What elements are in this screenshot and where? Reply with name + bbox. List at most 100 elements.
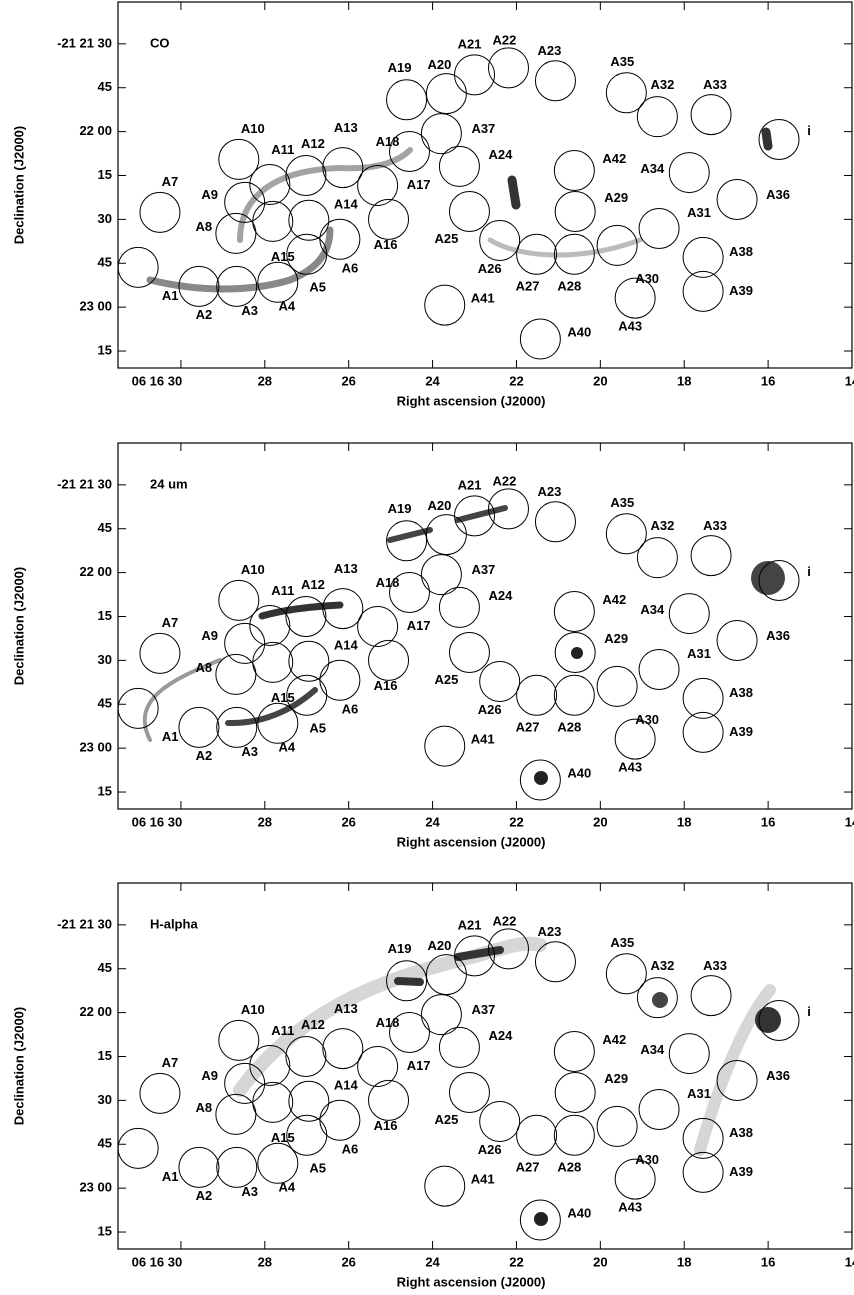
x-tick-label: 06 16 30 <box>132 1254 183 1269</box>
region-circle <box>596 665 638 707</box>
region-label: A20 <box>427 57 451 72</box>
region-circle <box>668 152 710 194</box>
y-tick-label: 15 <box>98 1048 112 1063</box>
region-circle <box>554 631 596 673</box>
x-axis-label: Right ascension (J2000) <box>397 393 546 408</box>
region-circle <box>487 928 529 970</box>
region-circle <box>614 1158 656 1200</box>
emission-co <box>146 127 773 293</box>
region-circle <box>638 648 680 690</box>
region-label: A18 <box>376 1015 400 1030</box>
region-label: A7 <box>162 615 179 630</box>
region-label: A22 <box>493 913 517 928</box>
region-circle <box>218 579 260 621</box>
x-tick-label: 20 <box>593 814 607 829</box>
region-circle <box>554 1071 596 1113</box>
emission <box>387 505 508 543</box>
region-label: A38 <box>729 244 753 259</box>
region-label: A2 <box>196 307 213 322</box>
region-circle <box>357 1045 399 1087</box>
region-circle <box>139 1072 181 1114</box>
y-tick-label: 23 00 <box>79 299 112 314</box>
region-label: A1 <box>162 1169 179 1184</box>
region-circle <box>479 1100 521 1142</box>
emission <box>751 561 785 595</box>
region-label: A5 <box>309 721 326 736</box>
emission-halpha <box>233 936 781 1226</box>
region-label: A12 <box>301 577 325 592</box>
y-axis-label: Declination (J2000) <box>11 1007 26 1126</box>
region-label: A32 <box>650 77 674 92</box>
region-label: A29 <box>604 190 628 205</box>
region-label: A24 <box>488 1028 513 1043</box>
y-tick-label: -21 21 30 <box>57 916 112 931</box>
region-label: A4 <box>278 299 295 314</box>
region-label: A41 <box>471 1172 495 1187</box>
region-label: A7 <box>162 174 179 189</box>
emission <box>534 1212 548 1226</box>
emission <box>755 1007 781 1033</box>
region-label: A35 <box>610 935 634 950</box>
region-circle <box>682 1151 724 1193</box>
emission <box>694 984 776 1156</box>
y-tick-label: 22 00 <box>79 564 112 579</box>
region-circle <box>216 706 258 748</box>
x-tick-label: 06 16 30 <box>132 814 183 829</box>
region-circle <box>682 1117 724 1159</box>
region-label: A18 <box>376 134 400 149</box>
region-circle <box>519 318 561 360</box>
x-tick-label: 24 <box>425 814 440 829</box>
region-label: A14 <box>334 197 359 212</box>
region-circle <box>682 711 724 753</box>
x-tick-label: 26 <box>341 1254 355 1269</box>
region-label: A38 <box>729 1125 753 1140</box>
region-circle <box>249 1045 291 1087</box>
region-circle <box>420 554 462 596</box>
region-circle <box>117 687 159 729</box>
panel: H-alpha Right ascension (J2000) Declinatio… <box>11 882 854 1289</box>
region-label: A24 <box>488 147 513 162</box>
x-tick-label: 20 <box>593 1254 607 1269</box>
region-label: A43 <box>618 319 642 334</box>
region-label: A34 <box>640 1042 665 1057</box>
region-circle <box>357 164 399 206</box>
region-label: A11 <box>271 142 294 157</box>
region-label: A43 <box>618 1200 642 1215</box>
region-label: A2 <box>196 1188 213 1203</box>
region-circle <box>636 537 678 579</box>
x-tick-label: 24 <box>425 373 440 388</box>
region-label: A23 <box>538 924 562 939</box>
x-axis-label: Right ascension (J2000) <box>397 834 546 849</box>
region-circle <box>605 72 647 114</box>
region-circle <box>249 164 291 206</box>
region-label: A40 <box>567 324 591 339</box>
x-tick-label: 18 <box>677 373 691 388</box>
panel: 24 um Right ascension (J2000) Declination … <box>11 442 854 849</box>
region-label: A17 <box>407 1058 431 1073</box>
region-circle <box>553 1114 595 1156</box>
region-circle <box>605 513 647 555</box>
region-circle <box>117 246 159 288</box>
region-label: A31 <box>687 205 711 220</box>
region-circle <box>553 591 595 633</box>
region-circle <box>386 960 428 1002</box>
emission <box>571 647 583 659</box>
region-circle <box>319 659 361 701</box>
region-label: A13 <box>334 1001 358 1016</box>
region-label: A15 <box>271 690 295 705</box>
region-circle <box>614 718 656 760</box>
region-circle <box>553 674 595 716</box>
region-label: A29 <box>604 631 628 646</box>
y-tick-label: -21 21 30 <box>57 35 112 50</box>
region-label: A16 <box>374 237 398 252</box>
region-circle <box>178 1146 220 1188</box>
region-circle <box>288 199 330 241</box>
y-tick-label: 30 <box>98 211 112 226</box>
region-circle <box>224 622 266 664</box>
region-label: A20 <box>427 498 451 513</box>
region-circle <box>285 154 327 196</box>
region-circle <box>448 631 490 673</box>
region-label: A16 <box>374 1118 398 1133</box>
y-axis-label: Declination (J2000) <box>11 126 26 245</box>
region-circle <box>319 218 361 260</box>
